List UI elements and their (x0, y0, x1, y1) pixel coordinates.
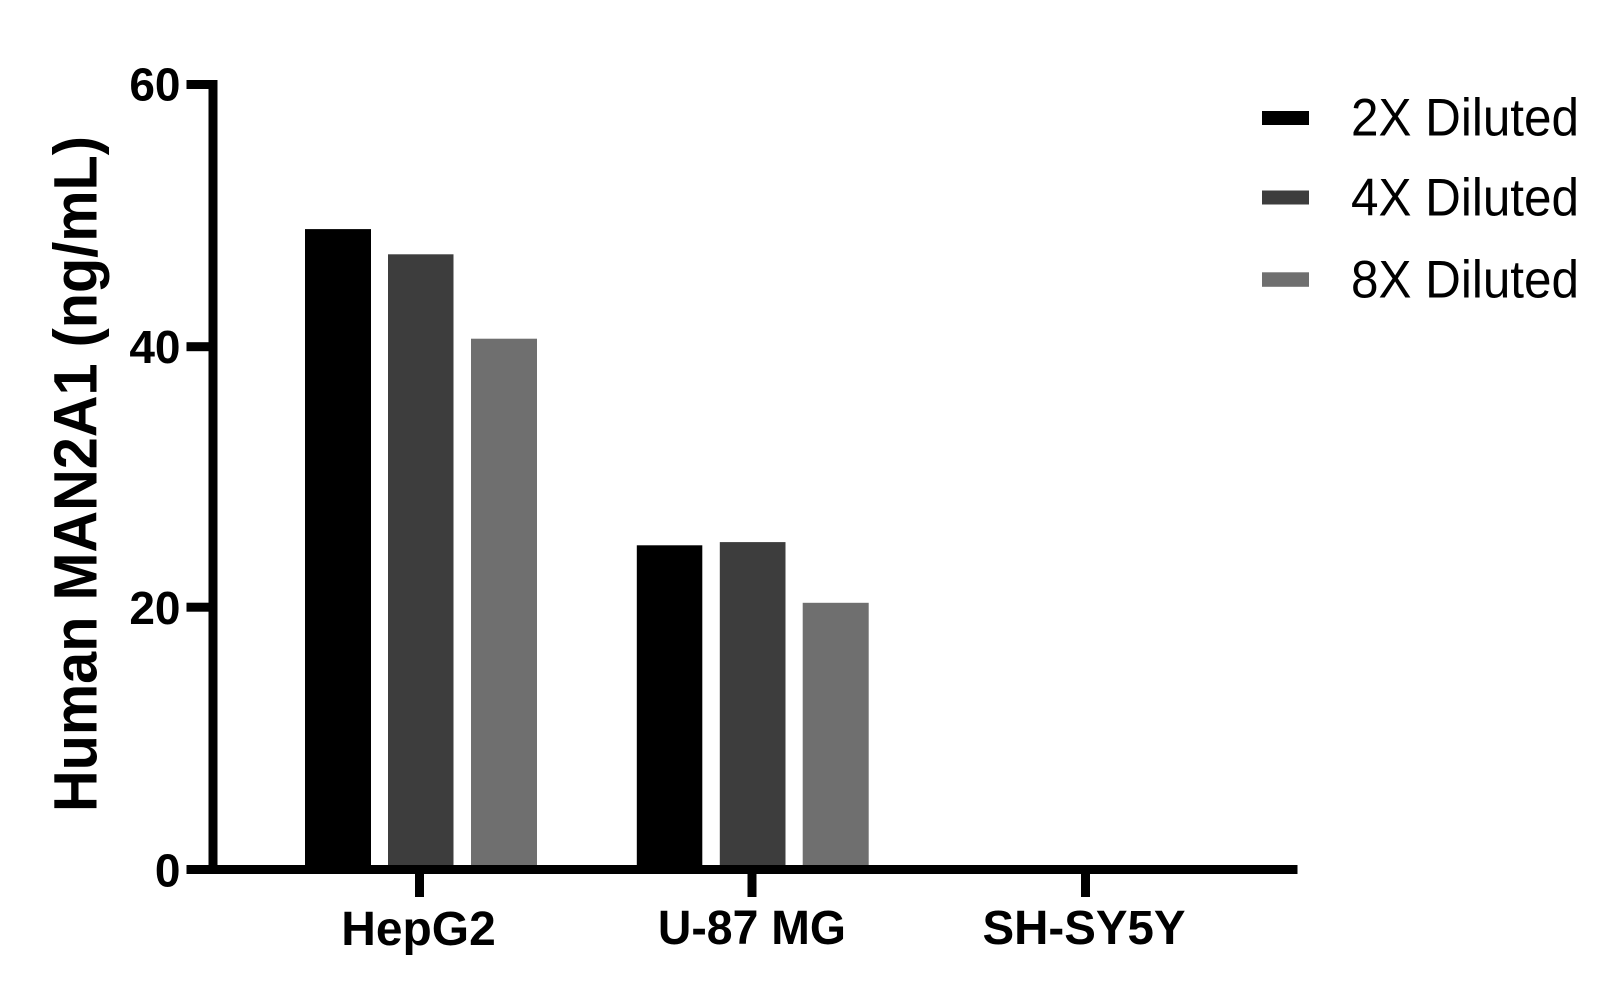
svg-text:4X Diluted: 4X Diluted (1351, 169, 1579, 228)
svg-text:U-87 MG: U-87 MG (658, 902, 846, 955)
svg-text:20: 20 (129, 582, 180, 634)
svg-text:40: 40 (129, 321, 180, 373)
svg-text:8X Diluted: 8X Diluted (1351, 250, 1579, 309)
svg-text:0: 0 (155, 845, 181, 897)
svg-text:60: 60 (129, 59, 180, 111)
svg-text:2X Diluted: 2X Diluted (1351, 89, 1579, 148)
svg-text:Human MAN2A1 (ng/mL): Human MAN2A1 (ng/mL) (42, 136, 110, 812)
svg-text:SH-SY5Y: SH-SY5Y (983, 902, 1186, 955)
svg-text:HepG2: HepG2 (341, 903, 496, 956)
